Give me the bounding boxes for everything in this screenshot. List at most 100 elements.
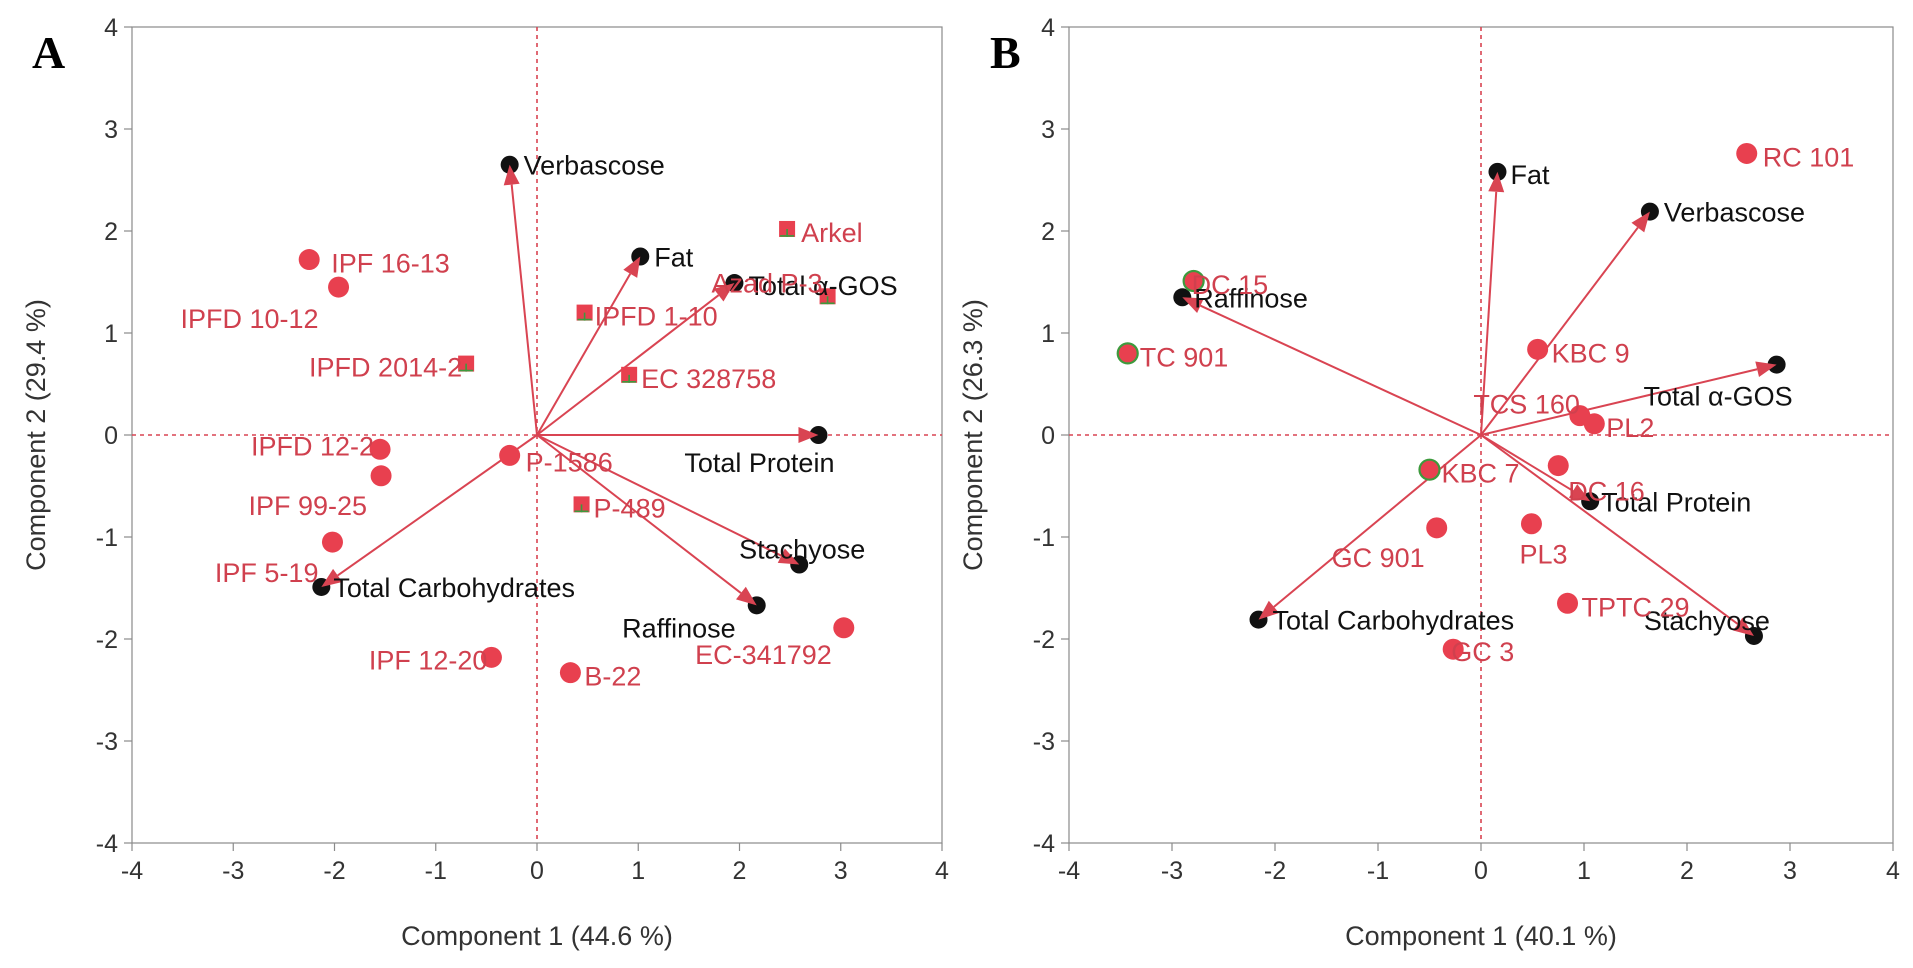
score-point-dc-15: [1182, 269, 1205, 293]
score-label-ipfd-12-2: IPFD 12-2: [251, 431, 374, 461]
score-label-kbc-7: KBC 7: [1442, 459, 1520, 489]
score-label-ipf-5-19: IPF 5-19: [215, 558, 319, 588]
x-tick-label: 1: [1577, 857, 1591, 885]
x-tick-label: 2: [733, 857, 747, 885]
score-point-ipf-12-20: [480, 646, 502, 668]
loading-arrow-total-protein: [1480, 434, 1574, 492]
loading-label-total-gos: Total α-GOS: [1643, 382, 1792, 412]
loading-label-total-carbohydrates: Total Carbohydrates: [333, 573, 575, 603]
loading-label-raffinose: Raffinose: [622, 613, 736, 643]
y-tick-label: -1: [1033, 524, 1055, 552]
score-label-ipf-99-25: IPF 99-25: [249, 491, 368, 521]
score-label-ipf-12-20: IPF 12-20: [369, 645, 488, 675]
loading-arrow-stachyose: [536, 434, 782, 557]
loading-label-verbascose: Verbascose: [524, 151, 665, 181]
y-tick-label: -3: [96, 728, 118, 756]
score-point-tptc-29: [1557, 592, 1579, 614]
y-tick-label: 2: [1041, 218, 1055, 246]
score-label-gc-3: GC 3: [1451, 637, 1514, 667]
x-tick-label: 0: [1474, 857, 1488, 885]
score-marker-cross: [574, 504, 589, 513]
loading-arrow-raffinose: [1200, 304, 1482, 436]
score-point-rc-101: [1736, 142, 1758, 164]
score-point-ipfd-12-2: [369, 438, 391, 460]
panel-letter: A: [32, 27, 65, 78]
x-tick-label: -2: [1264, 857, 1286, 885]
loading-arrowhead-fat: [1488, 171, 1505, 193]
x-tick-label: 3: [834, 857, 848, 885]
y-axis-title: Component 2 (29.4 %): [21, 299, 51, 571]
y-tick-label: 1: [1041, 320, 1055, 348]
x-tick-label: -1: [1367, 857, 1389, 885]
score-marker-cross: [780, 228, 795, 237]
loading-label-verbascose: Verbascose: [1664, 198, 1805, 228]
loading-arrow-verbascose: [510, 184, 538, 436]
x-tick-label: 2: [1680, 857, 1694, 885]
loading-label-total-protein: Total Protein: [684, 448, 834, 478]
x-axis-title: Component 1 (40.1 %): [1345, 921, 1617, 951]
score-marker-cross: [459, 363, 474, 372]
score-point-pl2: [1583, 413, 1605, 435]
score-label-ipfd-10-12: IPFD 10-12: [180, 304, 318, 334]
loading-arrow-raffinose: [536, 434, 742, 594]
score-point-pl3: [1520, 513, 1542, 535]
loading-arrowhead-total-protein: [798, 427, 819, 443]
loading-arrow-verbascose: [1480, 226, 1639, 436]
score-marker-cross: [577, 312, 592, 321]
loading-label-total-carbohydrates: Total Carbohydrates: [1273, 606, 1515, 636]
panel-a: -4 -3 -2 -1 0 1 2 3 4 -4 -3 -2 -1 0 1 2 3 4 Verbascose Fat T…: [21, 14, 949, 951]
y-tick-label: 2: [104, 218, 118, 246]
x-tick-label: -2: [323, 857, 345, 885]
score-point-b-22: [559, 662, 581, 684]
score-label-gc-901: GC 901: [1332, 543, 1425, 573]
loading-arrowhead-total-gos: [1755, 361, 1777, 378]
x-tick-label: 0: [530, 857, 544, 885]
loading-label-fat: Fat: [654, 243, 694, 273]
score-point-gc-3: [1442, 638, 1464, 660]
x-tick-label: 1: [631, 857, 645, 885]
loading-arrowhead-stachyose: [777, 548, 800, 565]
y-tick-label: -4: [1033, 830, 1055, 858]
y-tick-label: -3: [1033, 728, 1055, 756]
y-tick-label: 4: [1041, 14, 1055, 42]
x-tick-label: -4: [1058, 857, 1080, 885]
score-point-kbc-9: [1527, 338, 1549, 360]
loading-point-verbascose: [500, 155, 519, 174]
score-label-b-22: B-22: [584, 662, 641, 692]
score-marker-cross: [820, 296, 835, 305]
y-tick-label: 3: [104, 116, 118, 144]
y-tick-label: -4: [96, 830, 118, 858]
panel-b: -4 -3 -2 -1 0 1 2 3 4 -4 -3 -2 -1 0 1 2 3 4 Fat Verbascose R…: [958, 14, 1900, 951]
y-tick-label: 4: [104, 14, 118, 42]
x-tick-label: 3: [1783, 857, 1797, 885]
score-label-ec-341792: EC-341792: [695, 640, 832, 670]
loading-label-stachyose: Stachyose: [1644, 606, 1770, 636]
score-label-azad-p-3: Azad P-3: [712, 268, 823, 298]
loading-arrowhead-verbascose: [503, 164, 520, 186]
y-tick-label: 3: [1041, 116, 1055, 144]
y-tick-label: 0: [1041, 422, 1055, 450]
loading-arrowhead-raffinose: [736, 586, 757, 606]
x-tick-label: -3: [1161, 857, 1183, 885]
score-label-p-489: P-489: [594, 493, 666, 523]
loading-arrowhead-total-carbohydrates: [1258, 600, 1280, 620]
loading-arrowhead-stachyose: [1733, 617, 1754, 636]
loading-label-total-protein: Total Protein: [1601, 487, 1751, 517]
score-marker-cross: [622, 374, 637, 383]
loading-arrow-total-gos: [536, 294, 720, 436]
score-label-pl3: PL3: [1519, 540, 1567, 570]
score-label-kbc-9: KBC 9: [1552, 338, 1630, 368]
score-label-rc-101: RC 101: [1763, 142, 1855, 172]
loading-label-stachyose: Stachyose: [739, 535, 865, 565]
score-label-tptc-29: TPTC 29: [1582, 592, 1690, 622]
score-point-tc-901: [1116, 342, 1139, 365]
score-point-ipf-16-13: [298, 249, 320, 271]
y-tick-label: -2: [96, 626, 118, 654]
score-point-ipfd-10-12: [328, 276, 350, 298]
x-tick-label: 4: [1886, 857, 1900, 885]
y-tick-label: 1: [104, 320, 118, 348]
score-label-ipfd-2014-2: IPFD 2014-2: [309, 353, 462, 383]
score-label-ec-328758: EC 328758: [641, 364, 776, 394]
score-label-ipf-16-13: IPF 16-13: [331, 249, 450, 279]
